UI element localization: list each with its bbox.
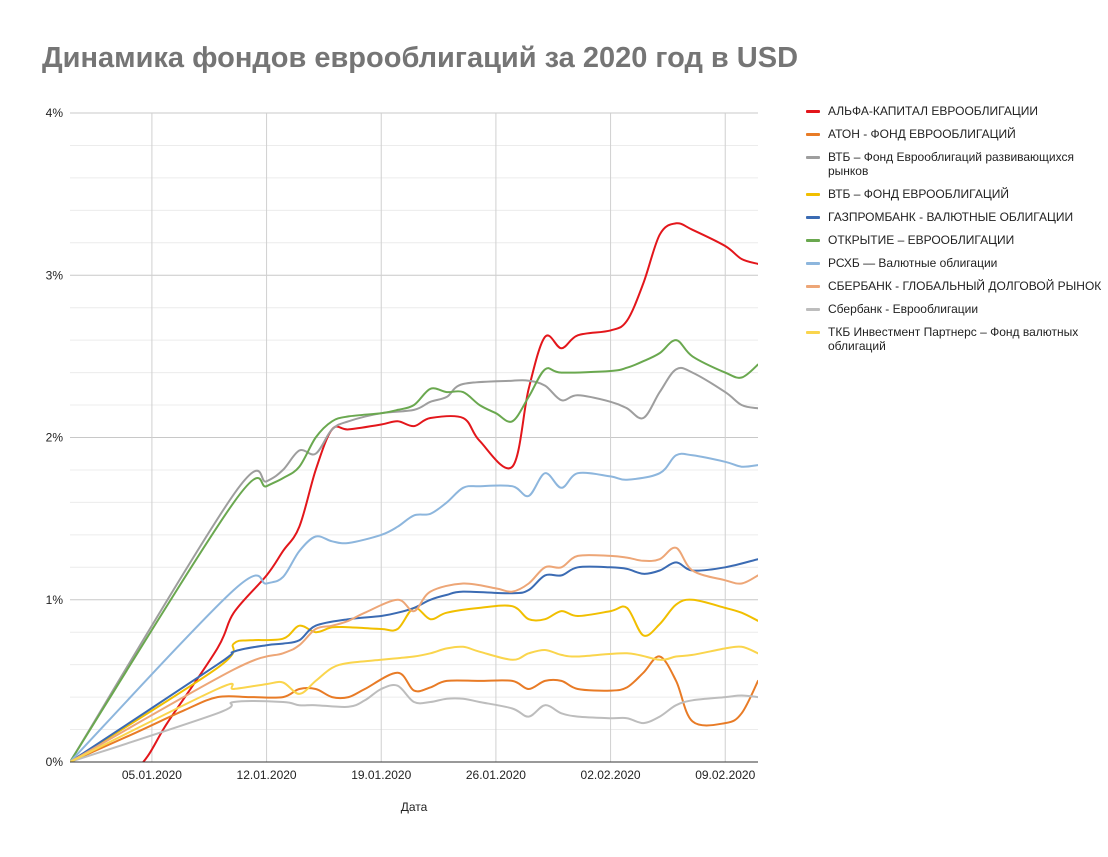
x-tick-label: 19.01.2020 bbox=[351, 768, 411, 782]
legend-item: РСХБ — Валютные облигации bbox=[806, 256, 1102, 270]
legend-item: СБЕРБАНК - ГЛОБАЛЬНЫЙ ДОЛГОВОЙ РЫНОК bbox=[806, 279, 1102, 293]
y-tick-label: 3% bbox=[46, 268, 64, 282]
y-tick-label: 0% bbox=[46, 755, 64, 769]
legend-item: Сбербанк - Еврооблигации bbox=[806, 302, 1102, 316]
legend-swatch bbox=[806, 156, 820, 159]
legend-swatch bbox=[806, 308, 820, 311]
series-lines bbox=[70, 222, 758, 762]
legend-swatch bbox=[806, 110, 820, 113]
series-line-7 bbox=[70, 452, 758, 762]
x-tick-label: 26.01.2020 bbox=[466, 768, 526, 782]
x-tick-label: 12.01.2020 bbox=[237, 768, 297, 782]
chart-title: Динамика фондов еврооблигаций за 2020 го… bbox=[42, 42, 799, 74]
legend-swatch bbox=[806, 285, 820, 288]
x-tick-label: 02.02.2020 bbox=[581, 768, 641, 782]
legend-item: АТОН - ФОНД ЕВРООБЛИГАЦИЙ bbox=[806, 127, 1102, 141]
axes: 0% 1% 2% 3% 4% 05.01.2020 12.01.2020 19.01.2020… bbox=[46, 106, 758, 782]
legend-swatch bbox=[806, 133, 820, 136]
legend-item: ВТБ – Фонд Еврооблигаций развивающихся р… bbox=[806, 150, 1102, 178]
legend-swatch bbox=[806, 239, 820, 242]
legend-swatch bbox=[806, 262, 820, 265]
legend-item: ВТБ – ФОНД ЕВРООБЛИГАЦИЙ bbox=[806, 187, 1102, 201]
series-line-2 bbox=[70, 655, 758, 762]
series-line-10 bbox=[70, 645, 758, 762]
legend-label: ТКБ Инвестмент Партнерс – Фонд валютных … bbox=[828, 325, 1079, 353]
legend-label: СБЕРБАНК - ГЛОБАЛЬНЫЙ ДОЛГОВОЙ РЫНОК bbox=[828, 279, 1102, 293]
x-axis-title: Дата bbox=[401, 800, 428, 814]
legend-item: АЛЬФА-КАПИТАЛ ЕВРООБЛИГАЦИИ bbox=[806, 104, 1102, 118]
y-tick-label: 4% bbox=[46, 106, 64, 120]
legend-swatch bbox=[806, 216, 820, 219]
legend-label: ВТБ – Фонд Еврооблигаций развивающихся р… bbox=[828, 150, 1074, 178]
legend-swatch bbox=[806, 193, 820, 196]
legend-label: ВТБ – ФОНД ЕВРООБЛИГАЦИЙ bbox=[828, 187, 1009, 201]
grid-lines bbox=[70, 112, 758, 763]
legend: АЛЬФА-КАПИТАЛ ЕВРООБЛИГАЦИИ АТОН - ФОНД Е… bbox=[806, 104, 1102, 362]
legend-label: РСХБ — Валютные облигации bbox=[828, 256, 998, 270]
series-line-3 bbox=[70, 366, 758, 762]
series-line-5 bbox=[70, 558, 758, 762]
series-line-8 bbox=[70, 546, 758, 762]
legend-label: АТОН - ФОНД ЕВРООБЛИГАЦИЙ bbox=[828, 127, 1016, 141]
x-tick-label: 05.01.2020 bbox=[122, 768, 182, 782]
legend-swatch bbox=[806, 331, 820, 334]
series-line-4 bbox=[70, 598, 758, 762]
series-line-1 bbox=[141, 222, 758, 762]
series-line-9 bbox=[70, 683, 758, 762]
series-line-6 bbox=[70, 339, 758, 762]
legend-item: ГАЗПРОМБАНК - ВАЛЮТНЫЕ ОБЛИГАЦИИ bbox=[806, 210, 1102, 224]
legend-label: ОТКРЫТИЕ – ЕВРООБЛИГАЦИИ bbox=[828, 233, 1015, 247]
legend-item: ТКБ Инвестмент Партнерс – Фонд валютных … bbox=[806, 325, 1102, 353]
legend-label: ГАЗПРОМБАНК - ВАЛЮТНЫЕ ОБЛИГАЦИИ bbox=[828, 210, 1074, 224]
y-tick-label: 2% bbox=[46, 431, 64, 445]
y-tick-label: 1% bbox=[46, 593, 64, 607]
x-tick-label: 09.02.2020 bbox=[695, 768, 755, 782]
legend-label: Сбербанк - Еврооблигации bbox=[828, 302, 979, 316]
legend-item: ОТКРЫТИЕ – ЕВРООБЛИГАЦИИ bbox=[806, 233, 1102, 247]
legend-label: АЛЬФА-КАПИТАЛ ЕВРООБЛИГАЦИИ bbox=[828, 104, 1039, 118]
